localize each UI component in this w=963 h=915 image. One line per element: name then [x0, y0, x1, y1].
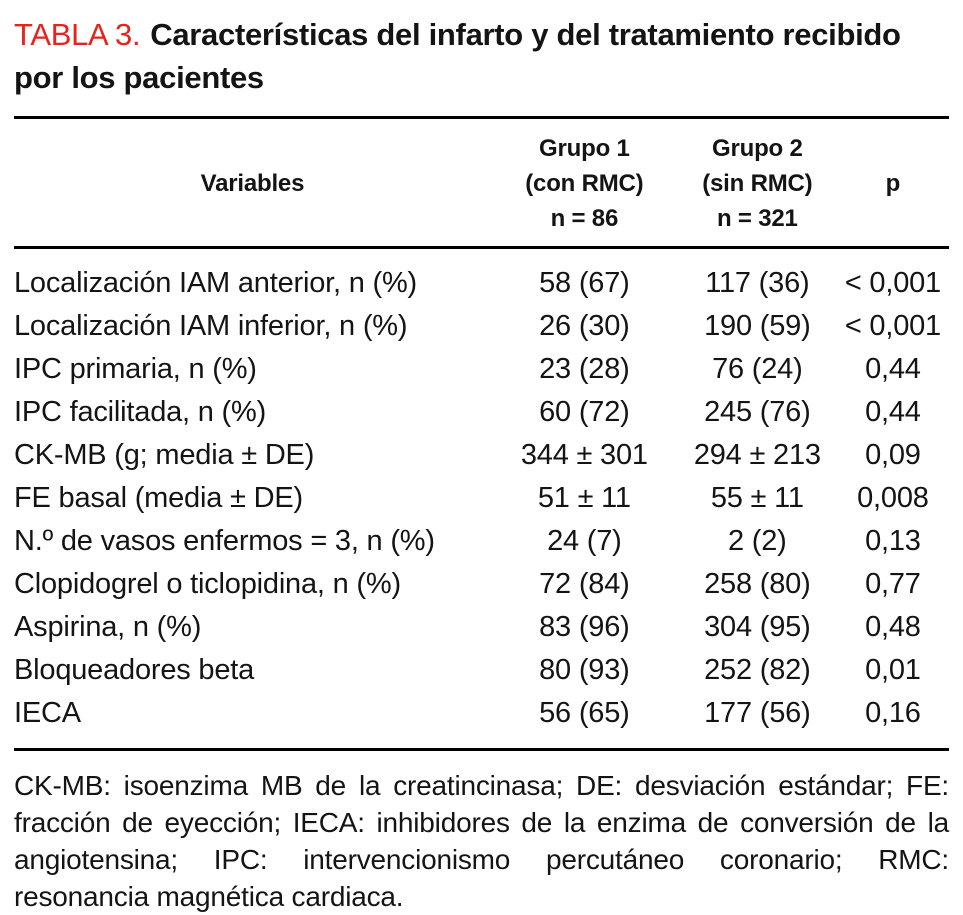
variable-cell: FE basal (media ± DE): [14, 481, 303, 514]
header-line: (sin RMC): [702, 169, 813, 197]
group1-cell: 51 ± 11: [537, 481, 631, 514]
table-caption: Características del infarto y del tratam…: [14, 17, 901, 95]
header-group2: Grupo 2 (sin RMC) n = 321: [678, 117, 837, 247]
p-cell: 0,13: [865, 524, 921, 557]
variable-cell: Aspirina, n (%): [14, 610, 202, 643]
group1-cell: 72 (84): [539, 567, 630, 600]
variable-cell: Bloqueadores beta: [14, 653, 255, 686]
header-row: Variables Grupo 1 (con RMC) n = 86 Grupo…: [14, 117, 949, 247]
header-variables: Variables: [200, 169, 305, 197]
table-row: Clopidogrel o ticlopidina, n (%) 72 (84)…: [14, 563, 949, 606]
p-cell: < 0,001: [844, 309, 941, 342]
table-body: Localización IAM anterior, n (%) 58 (67)…: [14, 247, 949, 750]
variable-cell: Localización IAM anterior, n (%): [14, 266, 417, 299]
p-cell: 0,44: [865, 352, 921, 385]
p-cell: 0,09: [865, 438, 921, 471]
group2-cell: 245 (76): [704, 395, 811, 428]
variable-cell: IPC primaria, n (%): [14, 352, 257, 385]
table-row: IPC primaria, n (%) 23 (28) 76 (24) 0,44: [14, 348, 949, 391]
header-line: Grupo 1: [539, 134, 630, 162]
group1-cell: 26 (30): [539, 309, 630, 342]
variable-cell: IECA: [14, 696, 81, 729]
header-group1: Grupo 1 (con RMC) n = 86: [491, 117, 678, 247]
group2-cell: 2 (2): [728, 524, 787, 557]
p-cell: 0,008: [857, 481, 929, 514]
group1-cell: 80 (93): [539, 653, 630, 686]
table-number: TABLA 3.: [14, 17, 141, 52]
group1-cell: 23 (28): [539, 352, 630, 385]
group2-cell: 55 ± 11: [710, 481, 804, 514]
group1-cell: 56 (65): [539, 696, 630, 729]
table-header: Variables Grupo 1 (con RMC) n = 86 Grupo…: [14, 117, 949, 248]
variable-cell: N.º de vasos enfermos = 3, n (%): [14, 524, 435, 557]
group2-cell: 117 (36): [705, 266, 810, 299]
group2-cell: 294 ± 213: [693, 438, 821, 471]
data-table: Variables Grupo 1 (con RMC) n = 86 Grupo…: [14, 116, 949, 751]
group1-cell: 58 (67): [539, 266, 630, 299]
variable-cell: IPC facilitada, n (%): [14, 395, 267, 428]
table-row: CK-MB (g; media ± DE) 344 ± 301 294 ± 21…: [14, 434, 949, 477]
group2-cell: 252 (82): [704, 653, 811, 686]
header-line: n = 86: [550, 204, 619, 232]
group1-cell: 24 (7): [547, 524, 622, 557]
group2-cell: 177 (56): [704, 696, 811, 729]
p-cell: 0,01: [865, 653, 921, 686]
group2-cell: 76 (24): [712, 352, 803, 385]
header-p: p: [885, 169, 901, 197]
group2-cell: 304 (95): [704, 610, 811, 643]
header-line: n = 321: [717, 204, 798, 232]
group1-cell: 344 ± 301: [520, 438, 648, 471]
header-line: (con RMC): [525, 169, 644, 197]
group1-cell: 60 (72): [539, 395, 630, 428]
p-cell: < 0,001: [844, 266, 941, 299]
header-line: Grupo 2: [712, 134, 803, 162]
group2-cell: 190 (59): [704, 309, 811, 342]
table-title: TABLA 3. Características del infarto y de…: [14, 14, 949, 100]
table-row: Localización IAM anterior, n (%) 58 (67)…: [14, 247, 949, 305]
p-cell: 0,44: [865, 395, 921, 428]
table-row: N.º de vasos enfermos = 3, n (%) 24 (7) …: [14, 520, 949, 563]
p-cell: 0,77: [865, 567, 921, 600]
table-row: Bloqueadores beta 80 (93) 252 (82) 0,01: [14, 649, 949, 692]
table-row: IECA 56 (65) 177 (56) 0,16: [14, 692, 949, 750]
p-cell: 0,48: [865, 610, 921, 643]
variable-cell: Clopidogrel o ticlopidina, n (%): [14, 567, 401, 600]
table-footnote: CK-MB: isoenzima MB de la creatincinasa;…: [14, 769, 949, 912]
group2-cell: 258 (80): [704, 567, 811, 600]
table-row: Localización IAM inferior, n (%) 26 (30)…: [14, 305, 949, 348]
p-cell: 0,16: [865, 696, 921, 729]
table-row: FE basal (media ± DE) 51 ± 11 55 ± 11 0,…: [14, 477, 949, 520]
table-row: IPC facilitada, n (%) 60 (72) 245 (76) 0…: [14, 391, 949, 434]
variable-cell: CK-MB (g; media ± DE): [14, 438, 315, 471]
group1-cell: 83 (96): [539, 610, 630, 643]
variable-cell: Localización IAM inferior, n (%): [14, 309, 408, 342]
table-row: Aspirina, n (%) 83 (96) 304 (95) 0,48: [14, 606, 949, 649]
